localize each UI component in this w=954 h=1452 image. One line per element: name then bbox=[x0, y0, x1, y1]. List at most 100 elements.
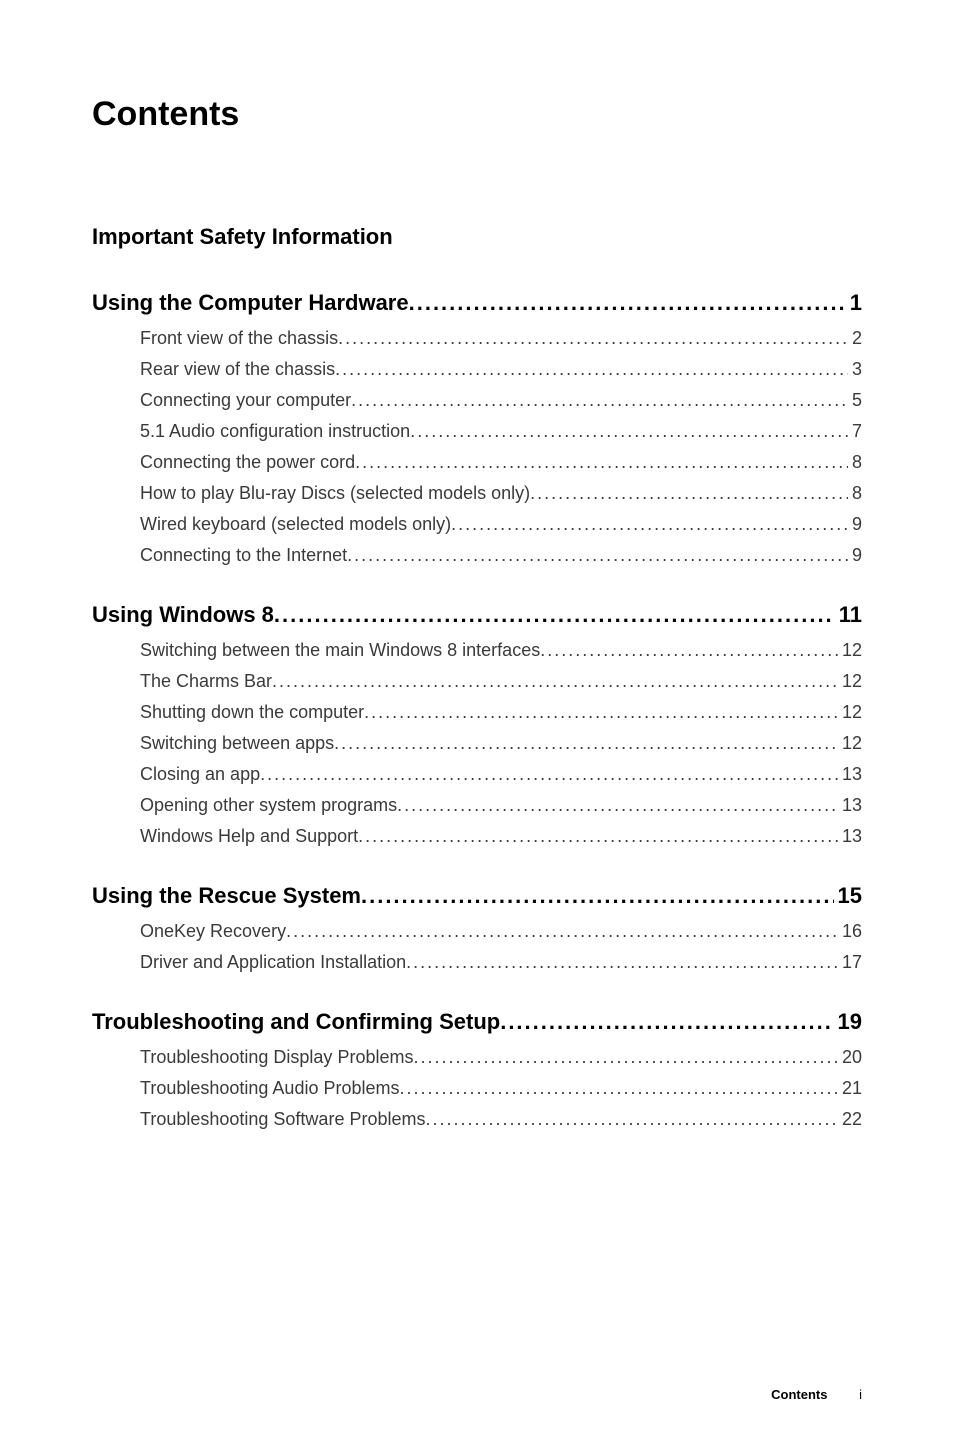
toc-entry: Connecting your computer ...............… bbox=[92, 390, 862, 411]
toc-entry: Closing an app .........................… bbox=[92, 764, 862, 785]
entry-page: 21 bbox=[838, 1078, 862, 1099]
toc-entry: Switching between apps .................… bbox=[92, 733, 862, 754]
toc-entry: Wired keyboard (selected models only) ..… bbox=[92, 514, 862, 535]
entry-label: Opening other system programs bbox=[140, 795, 397, 816]
toc-entry: Opening other system programs ..........… bbox=[92, 795, 862, 816]
entry-label: Switching between apps bbox=[140, 733, 334, 754]
toc-entry: 5.1 Audio configuration instruction ....… bbox=[92, 421, 862, 442]
entry-page: 2 bbox=[848, 328, 862, 349]
section-label: Troubleshooting and Confirming Setup bbox=[92, 1009, 500, 1035]
entry-label: Connecting your computer bbox=[140, 390, 351, 411]
entry-page: 12 bbox=[838, 702, 862, 723]
entry-label: Windows Help and Support bbox=[140, 826, 358, 847]
leader-dots: ........................................… bbox=[409, 290, 846, 316]
entry-page: 12 bbox=[838, 640, 862, 661]
entry-label: How to play Blu-ray Discs (selected mode… bbox=[140, 483, 530, 504]
toc-section: Using Windows 8 ........................… bbox=[92, 602, 862, 847]
entry-page: 20 bbox=[838, 1047, 862, 1068]
toc-entry: Switching between the main Windows 8 int… bbox=[92, 640, 862, 661]
section-label: Using Windows 8 bbox=[92, 602, 274, 628]
leader-dots: ........................................… bbox=[500, 1009, 833, 1035]
entry-label: Closing an app bbox=[140, 764, 260, 785]
leader-dots: ........................................… bbox=[355, 452, 848, 473]
toc-entry: Troubleshooting Display Problems .......… bbox=[92, 1047, 862, 1068]
footer-label: Contents bbox=[771, 1387, 827, 1402]
leader-dots: ........................................… bbox=[410, 421, 848, 442]
entry-label: Rear view of the chassis bbox=[140, 359, 335, 380]
section-heading: Using the Rescue System ................… bbox=[92, 883, 862, 909]
section-heading: Using the Computer Hardware ............… bbox=[92, 290, 862, 316]
leader-dots: ........................................… bbox=[400, 1078, 838, 1099]
section-page: 15 bbox=[834, 883, 862, 909]
entry-page: 17 bbox=[838, 952, 862, 973]
entry-page: 8 bbox=[848, 452, 862, 473]
page-footer: Contents i bbox=[771, 1387, 862, 1402]
toc-entry: Front view of the chassis ..............… bbox=[92, 328, 862, 349]
leader-dots: ........................................… bbox=[397, 795, 838, 816]
section-label: Using the Computer Hardware bbox=[92, 290, 409, 316]
leader-dots: ........................................… bbox=[451, 514, 848, 535]
leader-dots: ........................................… bbox=[364, 702, 838, 723]
entry-label: Driver and Application Installation bbox=[140, 952, 406, 973]
toc-entry: OneKey Recovery ........................… bbox=[92, 921, 862, 942]
leader-dots: ........................................… bbox=[425, 1109, 837, 1130]
leader-dots: ........................................… bbox=[361, 883, 834, 909]
page-title: Contents bbox=[92, 95, 862, 134]
page: Contents Important Safety Information Us… bbox=[0, 0, 954, 1452]
toc-entry: Troubleshooting Audio Problems .........… bbox=[92, 1078, 862, 1099]
leader-dots: ........................................… bbox=[530, 483, 848, 504]
toc-entry: How to play Blu-ray Discs (selected mode… bbox=[92, 483, 862, 504]
entry-page: 12 bbox=[838, 671, 862, 692]
entry-label: 5.1 Audio configuration instruction bbox=[140, 421, 410, 442]
leader-dots: ........................................… bbox=[540, 640, 838, 661]
section-heading: Troubleshooting and Confirming Setup ...… bbox=[92, 1009, 862, 1035]
entry-label: Connecting to the Internet bbox=[140, 545, 347, 566]
leader-dots: ........................................… bbox=[334, 733, 838, 754]
entry-label: Front view of the chassis bbox=[140, 328, 338, 349]
safety-info-heading: Important Safety Information bbox=[92, 224, 862, 250]
entry-page: 13 bbox=[838, 764, 862, 785]
leader-dots: ........................................… bbox=[272, 671, 838, 692]
leader-dots: ........................................… bbox=[338, 328, 848, 349]
section-page: 11 bbox=[835, 602, 862, 628]
entry-page: 12 bbox=[838, 733, 862, 754]
toc-section: Troubleshooting and Confirming Setup ...… bbox=[92, 1009, 862, 1130]
toc-entry: Connecting the power cord ..............… bbox=[92, 452, 862, 473]
toc-entry: Troubleshooting Software Problems ......… bbox=[92, 1109, 862, 1130]
entry-page: 22 bbox=[838, 1109, 862, 1130]
leader-dots: ........................................… bbox=[351, 390, 848, 411]
entry-page: 16 bbox=[838, 921, 862, 942]
entry-page: 3 bbox=[848, 359, 862, 380]
entry-label: Troubleshooting Audio Problems bbox=[140, 1078, 400, 1099]
toc-entry: Windows Help and Support ...............… bbox=[92, 826, 862, 847]
toc-entry: Shutting down the computer .............… bbox=[92, 702, 862, 723]
entry-label: Shutting down the computer bbox=[140, 702, 364, 723]
leader-dots: ........................................… bbox=[286, 921, 838, 942]
section-page: 19 bbox=[834, 1009, 862, 1035]
footer-page-roman: i bbox=[859, 1387, 862, 1402]
toc-entry: Connecting to the Internet .............… bbox=[92, 545, 862, 566]
entry-page: 13 bbox=[838, 826, 862, 847]
leader-dots: ........................................… bbox=[335, 359, 848, 380]
leader-dots: ........................................… bbox=[406, 952, 838, 973]
leader-dots: ........................................… bbox=[274, 602, 835, 628]
toc-section: Using the Computer Hardware ............… bbox=[92, 290, 862, 566]
entry-label: Connecting the power cord bbox=[140, 452, 355, 473]
leader-dots: ........................................… bbox=[358, 826, 838, 847]
entry-label: Troubleshooting Display Problems bbox=[140, 1047, 413, 1068]
entry-label: Wired keyboard (selected models only) bbox=[140, 514, 451, 535]
entry-page: 9 bbox=[848, 545, 862, 566]
toc-entry: Rear view of the chassis ...............… bbox=[92, 359, 862, 380]
entry-label: Switching between the main Windows 8 int… bbox=[140, 640, 540, 661]
section-label: Using the Rescue System bbox=[92, 883, 361, 909]
leader-dots: ........................................… bbox=[260, 764, 838, 785]
section-heading: Using Windows 8 ........................… bbox=[92, 602, 862, 628]
leader-dots: ........................................… bbox=[347, 545, 848, 566]
toc-entry: Driver and Application Installation ....… bbox=[92, 952, 862, 973]
leader-dots: ........................................… bbox=[413, 1047, 838, 1068]
entry-page: 13 bbox=[838, 795, 862, 816]
section-page: 1 bbox=[846, 290, 862, 316]
entry-page: 5 bbox=[848, 390, 862, 411]
entry-page: 9 bbox=[848, 514, 862, 535]
entry-page: 7 bbox=[848, 421, 862, 442]
